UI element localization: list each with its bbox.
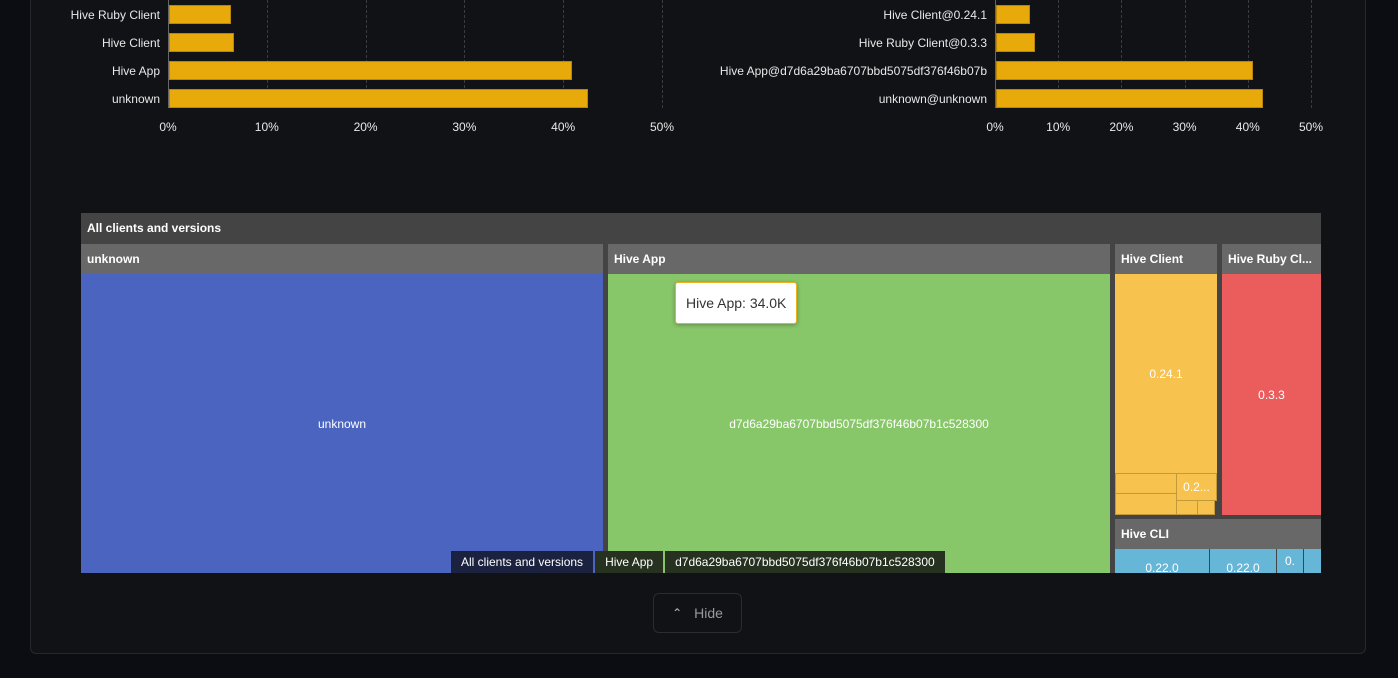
x-tick-label: 0% [986,120,1004,134]
gridline [563,0,565,108]
category-label: Hive Ruby Client [70,8,160,22]
gridline [1311,0,1312,108]
x-tick-label: 40% [1235,120,1260,134]
group-header-hive-client[interactable]: Hive Client [1115,244,1217,274]
versions-bar-chart: 0% 10% 20% 30% 40% 50% Hive Client@0.24.1 Hive … [0,0,1398,140]
x-tick-label: 0% [159,120,177,134]
bar[interactable] [996,89,1263,108]
bar[interactable] [996,33,1036,52]
x-tick-label: 50% [1298,120,1324,134]
cell-hive-client-small[interactable] [1197,500,1215,515]
gridline [464,0,466,108]
cell-hive-cli[interactable]: 0.22.0 [1115,549,1209,574]
x-tick-label: 30% [1172,120,1197,134]
treemap-breadcrumb: All clients and versions Hive App d7d6a2… [451,551,945,573]
gridline [1247,0,1249,108]
cell-hive-client-small[interactable] [1176,500,1198,515]
hide-button[interactable]: ⌃ Hide [653,593,742,633]
gridline [1121,0,1123,108]
cell-hive-client-0-2[interactable]: 0.2... [1176,473,1217,501]
group-header-hive-ruby-client[interactable]: Hive Ruby Cl... [1222,244,1321,274]
bar[interactable] [169,89,588,108]
bar[interactable] [169,33,235,52]
bar[interactable] [169,61,573,80]
x-tick-label: 30% [452,120,477,134]
gridline [266,0,268,108]
clients-treemap: All clients and versions unknown unknown… [81,213,1321,574]
group-header-unknown[interactable]: unknown [81,244,603,274]
gridline [365,0,367,108]
category-label: Hive Ruby Client@0.3.3 [858,36,987,50]
cell-hive-client-small[interactable] [1115,473,1177,494]
category-label: Hive Client@0.24.1 [883,8,987,22]
bar[interactable] [169,5,232,24]
group-header-hive-cli[interactable]: Hive CLI [1115,519,1321,549]
x-tick-label: 50% [649,120,675,134]
y-axis [995,0,996,108]
cell-hive-client-0-24-1[interactable]: 0.24.1 [1115,274,1217,474]
breadcrumb-hive-app[interactable]: Hive App [595,551,666,573]
chevron-up-icon: ⌃ [672,606,683,620]
bar[interactable] [996,5,1031,24]
category-label: unknown@unknown [878,92,987,106]
x-tick-label: 10% [254,120,279,134]
cell-hive-cli[interactable]: 0.22.0 [1210,549,1276,574]
cell-hive-cli[interactable] [1304,549,1321,573]
category-label: Hive App [111,64,160,78]
gridline [662,0,663,108]
breadcrumb-version[interactable]: d7d6a29ba6707bbd5075df376f46b07b1c528300 [665,551,945,573]
x-tick-label: 20% [1109,120,1134,134]
breadcrumb-root[interactable]: All clients and versions [451,551,596,573]
y-axis [168,0,169,108]
x-tick-label: 10% [1046,120,1071,134]
bar[interactable] [996,61,1254,80]
treemap-tooltip: Hive App: 34.0K [675,282,798,324]
clients-bar-chart: 0% 10% 20% 30% 40% 50% Hive Ruby Client Hive Cl… [0,0,1398,140]
category-label: Hive App@d7d6a29ba6707bbd5075df376f46b07… [719,64,987,78]
group-header-hive-app[interactable]: Hive App [608,244,1110,274]
cell-hive-cli[interactable]: 0. [1277,549,1303,573]
cell-hive-ruby-client-0-3-3[interactable]: 0.3.3 [1222,274,1321,515]
cell-hive-client-small[interactable] [1115,493,1177,515]
x-tick-label: 40% [551,120,576,134]
category-label: Hive Client [101,36,160,50]
x-tick-label: 20% [353,120,378,134]
hide-label: Hide [694,605,723,621]
treemap-root-header[interactable]: All clients and versions [81,213,1321,243]
cell-unknown[interactable]: unknown [81,274,603,573]
gridline [1058,0,1060,108]
category-label: unknown [111,92,160,106]
gridline [1184,0,1186,108]
